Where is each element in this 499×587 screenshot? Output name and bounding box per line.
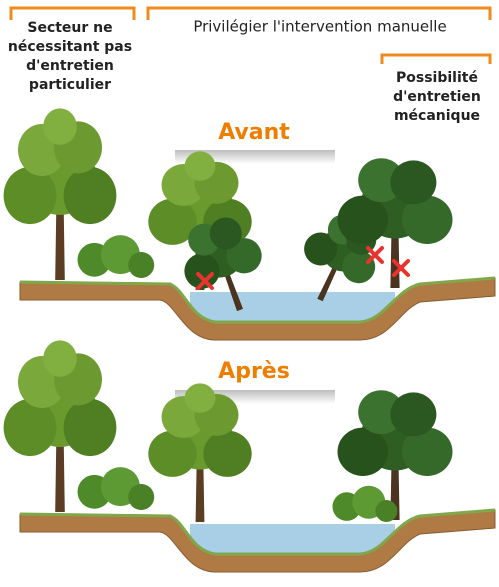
left-label: d'entretien <box>26 58 114 74</box>
ground <box>20 510 495 572</box>
scene-title: Après <box>218 359 290 384</box>
left-label: nécessitant pas <box>8 39 132 55</box>
illustration: Secteur ne nécessitant pas d'entretien p… <box>0 0 499 587</box>
right-label: Possibilité <box>396 70 478 86</box>
scene-title: Avant <box>218 120 290 145</box>
bracket-right <box>382 55 490 64</box>
bush <box>78 235 155 278</box>
left-label: Secteur ne <box>27 20 112 36</box>
right-label: mécanique <box>394 108 480 124</box>
bush <box>78 467 155 510</box>
bush <box>333 486 398 522</box>
right-label: d'entretien <box>393 89 481 105</box>
scene-after: Après <box>4 340 495 572</box>
ground <box>20 278 495 340</box>
bracket-left <box>11 8 134 20</box>
left-label: particulier <box>29 77 111 93</box>
scene-before: Avant <box>4 108 495 340</box>
tree <box>148 383 251 522</box>
middle-label: Privilégier l'intervention manuelle <box>193 18 446 36</box>
